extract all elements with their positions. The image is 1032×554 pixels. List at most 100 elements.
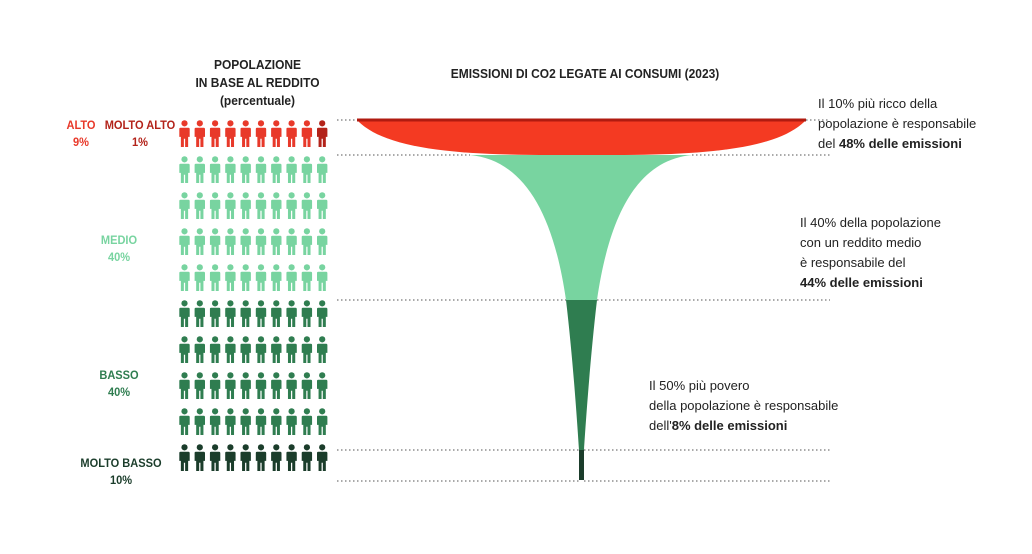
person-icon	[286, 444, 297, 471]
chart-title: EMISSIONI DI CO2 LEGATE AI CONSUMI (2023…	[450, 66, 720, 81]
person-icon	[240, 372, 251, 399]
person-icon	[179, 372, 190, 399]
person-icon	[209, 264, 221, 291]
person-icon	[317, 408, 328, 435]
person-icon	[225, 336, 236, 363]
person-icon	[255, 300, 267, 327]
person-icon	[225, 300, 236, 327]
group-label-basso: BASSO 40%	[99, 368, 139, 399]
person-icon	[240, 264, 251, 291]
population-header: POPOLAZIONE IN BASE AL REDDITO (percentu…	[186, 56, 329, 110]
person-icon	[225, 192, 236, 219]
person-icon	[301, 192, 313, 219]
person-icon	[240, 228, 251, 255]
person-icon	[209, 336, 221, 363]
person-icon	[240, 156, 251, 183]
population-header-line3: (percentuale)	[219, 93, 296, 108]
person-icon	[179, 156, 190, 183]
person-icon	[255, 228, 267, 255]
person-icon	[255, 444, 267, 471]
person-icon	[194, 192, 205, 219]
person-icon	[317, 372, 328, 399]
person-icon	[179, 264, 190, 291]
person-icon	[286, 264, 297, 291]
person-icon	[255, 372, 267, 399]
person-icon	[209, 120, 221, 147]
person-icon	[179, 444, 190, 471]
person-icon	[179, 120, 190, 147]
group-label-molto-basso: MOLTO BASSO 10%	[80, 456, 162, 487]
population-header-line2: IN BASE AL REDDITO	[195, 75, 320, 90]
group-label-alto: ALTO 9%	[66, 118, 96, 149]
person-icon	[271, 156, 282, 183]
person-icon	[301, 156, 313, 183]
person-icon	[301, 372, 313, 399]
person-icon	[240, 444, 251, 471]
population-pictogram	[179, 120, 328, 471]
person-icon	[179, 192, 190, 219]
person-icon	[194, 264, 205, 291]
person-icon	[225, 264, 236, 291]
person-icon	[317, 120, 328, 147]
person-icon	[225, 372, 236, 399]
person-icon	[255, 408, 267, 435]
person-icon	[271, 444, 282, 471]
funnel-middle-band	[470, 155, 692, 300]
person-icon	[225, 408, 236, 435]
person-icon	[317, 156, 328, 183]
population-header-line1: POPOLAZIONE	[213, 57, 302, 72]
person-icon	[179, 336, 190, 363]
person-icon	[255, 156, 267, 183]
person-icon	[194, 300, 205, 327]
person-icon	[301, 444, 313, 471]
person-icon	[301, 120, 313, 147]
note-rich: Il 10% più ricco della popolazione è res…	[818, 96, 977, 151]
person-icon	[301, 264, 313, 291]
person-icon	[225, 444, 236, 471]
person-icon	[194, 372, 205, 399]
person-icon	[194, 336, 205, 363]
person-icon	[194, 156, 205, 183]
person-icon	[317, 192, 328, 219]
person-icon	[286, 336, 297, 363]
person-icon	[301, 228, 313, 255]
person-icon	[301, 300, 313, 327]
person-icon	[255, 336, 267, 363]
funnel-poorest-band	[579, 450, 584, 480]
person-icon	[209, 156, 221, 183]
funnel-poor-band	[566, 300, 597, 450]
person-icon	[255, 192, 267, 219]
person-icon	[271, 372, 282, 399]
person-icon	[286, 228, 297, 255]
note-poor: Il 50% più povero della popolazione è re…	[649, 378, 839, 433]
person-icon	[255, 120, 267, 147]
person-icon	[317, 264, 328, 291]
person-icon	[301, 336, 313, 363]
person-icon	[271, 336, 282, 363]
person-icon	[317, 336, 328, 363]
person-icon	[317, 444, 328, 471]
person-icon	[286, 408, 297, 435]
group-label-molto-alto: MOLTO ALTO 1%	[104, 118, 176, 149]
person-icon	[240, 192, 251, 219]
person-icon	[194, 408, 205, 435]
person-icon	[209, 300, 221, 327]
note-middle: Il 40% della popolazione con un reddito …	[800, 215, 941, 290]
person-icon	[240, 336, 251, 363]
person-icon	[179, 408, 190, 435]
person-icon	[209, 408, 221, 435]
person-icon	[194, 444, 205, 471]
person-icon	[286, 120, 297, 147]
person-icon	[240, 120, 251, 147]
person-icon	[271, 300, 282, 327]
person-icon	[179, 228, 190, 255]
person-icon	[209, 372, 221, 399]
person-icon	[225, 228, 236, 255]
person-icon	[286, 372, 297, 399]
person-icon	[271, 120, 282, 147]
person-icon	[209, 228, 221, 255]
person-icon	[271, 192, 282, 219]
person-icon	[209, 192, 221, 219]
person-icon	[194, 120, 205, 147]
